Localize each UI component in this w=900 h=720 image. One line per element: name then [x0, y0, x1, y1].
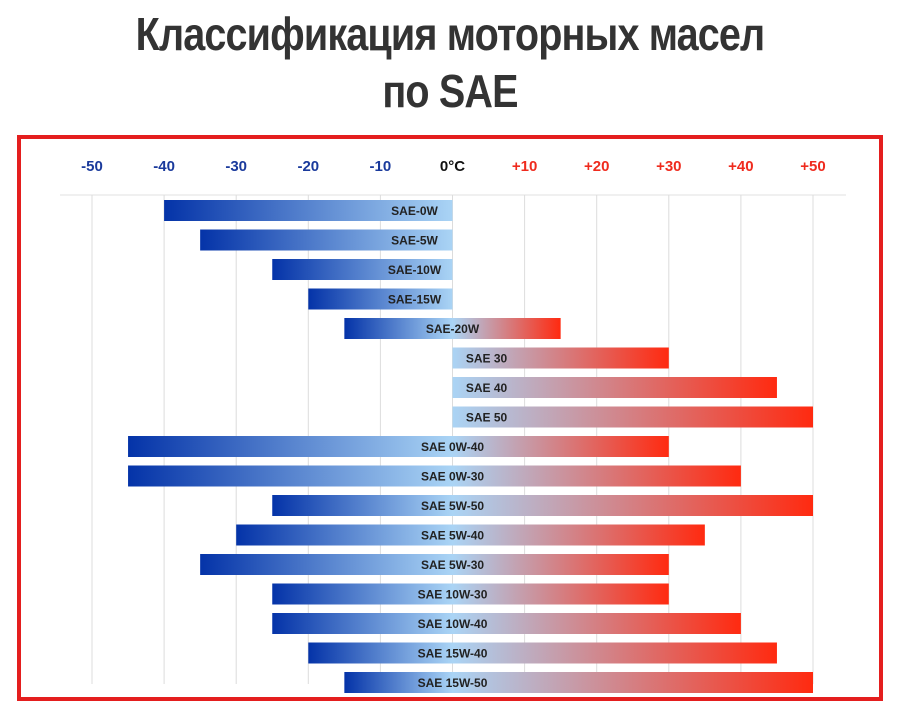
range-bar [128, 465, 741, 487]
range-bar [200, 229, 453, 251]
x-tick-label: -10 [370, 158, 392, 175]
bar-label: SAE 0W-40 [421, 440, 484, 454]
bar-label: SAE-5W [391, 234, 438, 248]
title-line-1: Классификация моторных масел [135, 8, 765, 60]
range-bar [308, 642, 777, 664]
bar-label: SAE 30 [466, 352, 508, 366]
bar-label: SAE 10W-30 [418, 588, 488, 602]
bar-label: SAE 15W-40 [418, 647, 488, 661]
x-tick-label: -30 [225, 158, 247, 175]
range-bar [452, 347, 669, 369]
bar-label: SAE 15W-50 [418, 676, 488, 690]
bar-label: SAE-20W [426, 322, 480, 336]
bar-label: SAE 5W-30 [421, 558, 484, 572]
range-bar [344, 672, 813, 693]
x-tick-label: -50 [81, 158, 103, 175]
bar-label: SAE-10W [388, 263, 442, 277]
range-bar [344, 318, 561, 339]
x-tick-label: +10 [512, 158, 537, 175]
bar-label: SAE 5W-40 [421, 529, 484, 543]
x-tick-label: +30 [656, 158, 681, 175]
bar-label: SAE 5W-50 [421, 499, 484, 513]
x-tick-label: 0°C [440, 158, 465, 175]
bar-label: SAE 40 [466, 381, 508, 395]
x-tick-label: +50 [800, 158, 825, 175]
x-tick-label: -20 [297, 158, 319, 175]
range-bar [200, 554, 669, 575]
title-line-2: по SAE [382, 65, 518, 117]
range-bar [236, 524, 705, 546]
chart-title: Классификация моторных масел по SAE [63, 6, 837, 120]
range-bar [272, 495, 813, 516]
range-bar [164, 200, 453, 221]
x-tick-label: -40 [153, 158, 175, 175]
range-bar [452, 406, 813, 428]
range-bar [272, 259, 453, 280]
range-bar [308, 288, 453, 310]
x-tick-label: +20 [584, 158, 609, 175]
x-tick-label: +40 [728, 158, 753, 175]
range-bar [452, 377, 777, 398]
chart-frame [17, 135, 883, 701]
range-bar [128, 436, 669, 457]
bar-label: SAE 10W-40 [418, 617, 488, 631]
bar-label: SAE 0W-30 [421, 470, 484, 484]
range-bar [272, 613, 741, 634]
range-bar [272, 583, 669, 605]
bar-label: SAE-15W [388, 293, 442, 307]
bar-label: SAE 50 [466, 411, 508, 425]
bar-label: SAE-0W [391, 204, 438, 218]
